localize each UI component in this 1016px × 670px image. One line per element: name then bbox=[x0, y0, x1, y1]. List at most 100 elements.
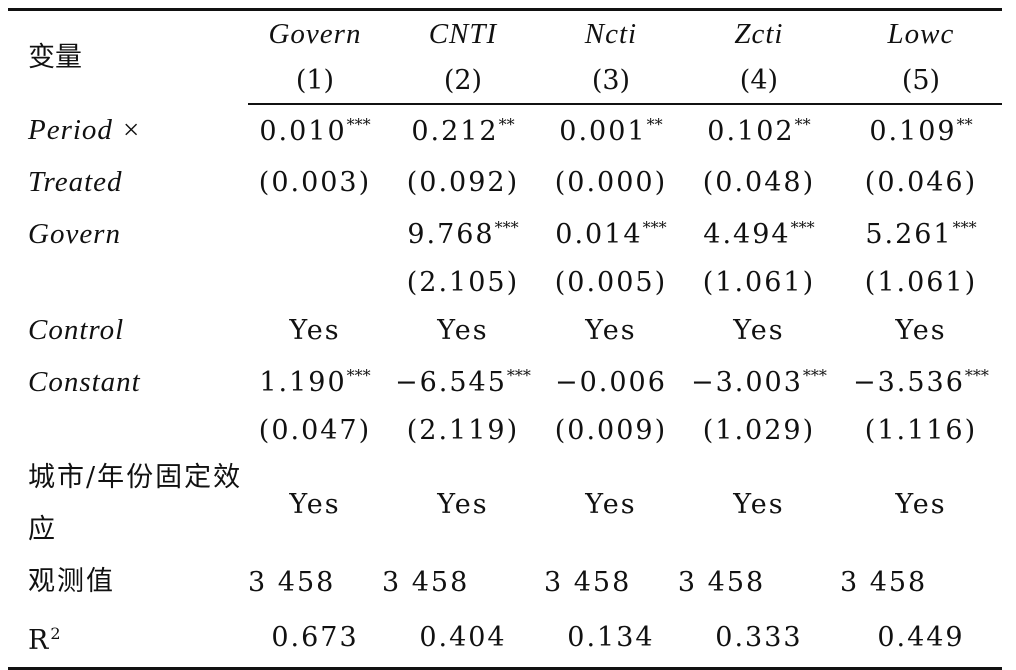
cell-value: Yes bbox=[895, 314, 947, 346]
cell-value: (0.009) bbox=[554, 414, 668, 446]
cell-value: (0.048) bbox=[702, 166, 816, 198]
significance-stars: *** bbox=[642, 218, 667, 237]
table-cell: (1.061) bbox=[678, 260, 840, 304]
header-label: 变量 bbox=[8, 8, 248, 104]
header-row: (1) (2) (3) (4) (5) bbox=[8, 57, 1002, 105]
table-row: Period × 0.010*** 0.212** 0.001** 0.102** 0.1… bbox=[8, 104, 1002, 156]
cell-value: 0.109 bbox=[869, 115, 957, 147]
cell-value: 4.494 bbox=[703, 219, 791, 250]
column-number: (2) bbox=[381, 57, 544, 105]
table-cell: Yes bbox=[544, 304, 678, 356]
table-cell: Yes bbox=[840, 304, 1002, 356]
cell-value: 0.001 bbox=[559, 115, 647, 147]
cell-value: −3.536 bbox=[853, 367, 965, 398]
table-cell: (0.048) bbox=[678, 156, 840, 208]
table-cell: 0.673 bbox=[248, 608, 382, 670]
cell-value: Yes bbox=[437, 314, 489, 346]
cell-value: 0.333 bbox=[715, 622, 803, 653]
cell-value: Yes bbox=[733, 488, 785, 520]
table-cell: (2.119) bbox=[382, 408, 544, 452]
cell-value: 0.212 bbox=[411, 115, 499, 147]
table-cell: 3 458 bbox=[840, 556, 1002, 608]
cell-value: 3 458 bbox=[839, 566, 928, 598]
cell-value: 3 458 bbox=[543, 566, 632, 598]
cell-value: 5.261 bbox=[865, 219, 953, 250]
cell-value: 0.010 bbox=[259, 115, 347, 147]
table-cell: Yes bbox=[678, 452, 840, 556]
cell-value: 0.673 bbox=[271, 622, 359, 653]
cell-value: −6.545 bbox=[395, 367, 507, 398]
cell-value: 0.449 bbox=[877, 622, 965, 653]
table-cell bbox=[248, 208, 382, 260]
table-cell: Yes bbox=[382, 452, 544, 556]
table-cell: 0.212** bbox=[382, 104, 544, 156]
column-number: (1) bbox=[248, 57, 382, 105]
table-cell: 0.134 bbox=[543, 608, 678, 670]
table-row: 城市/年份固定效应 Yes Yes Yes Yes Yes bbox=[8, 452, 1002, 556]
table-cell: (0.046) bbox=[840, 156, 1002, 208]
table-cell: Yes bbox=[248, 452, 382, 556]
row-label: Period × bbox=[28, 114, 142, 146]
row-label bbox=[8, 260, 248, 304]
column-number: (5) bbox=[839, 57, 1002, 105]
table-cell: 3 458 bbox=[382, 556, 544, 608]
significance-stars: *** bbox=[964, 366, 989, 385]
significance-stars: *** bbox=[494, 218, 519, 237]
table-cell: 0.333 bbox=[677, 608, 840, 670]
cell-value: (1.116) bbox=[864, 414, 978, 446]
table-row: (0.047) (2.119) (0.009) (1.029) (1.116) bbox=[8, 408, 1002, 452]
table-cell: Yes bbox=[840, 452, 1002, 556]
cell-value: 0.134 bbox=[567, 622, 655, 653]
significance-stars: ** bbox=[956, 114, 973, 134]
row-label: 城市/年份固定效应 bbox=[28, 462, 243, 545]
cell-value: 3 458 bbox=[677, 566, 766, 598]
table-cell: (0.005) bbox=[544, 260, 678, 304]
table-cell: Yes bbox=[382, 304, 544, 356]
table-cell: 0.109** bbox=[840, 104, 1002, 156]
table-row: Treated (0.003) (0.092) (0.000) (0.048) (0.04… bbox=[8, 156, 1002, 208]
cell-value: (1.061) bbox=[702, 266, 816, 298]
table-cell: (1.029) bbox=[678, 408, 840, 452]
cell-value: (0.047) bbox=[258, 414, 372, 446]
table-cell: 0.010*** bbox=[248, 104, 382, 156]
cell-value: 3 458 bbox=[381, 566, 470, 598]
significance-stars: ** bbox=[646, 114, 663, 134]
cell-value: (0.046) bbox=[864, 166, 978, 198]
table-cell: (0.047) bbox=[248, 408, 382, 452]
cell-value: 0.404 bbox=[419, 622, 507, 653]
significance-stars: *** bbox=[506, 366, 531, 385]
table-row: Govern 9.768*** 0.014*** 4.494*** 5.261*** bbox=[8, 208, 1002, 260]
table-cell: −6.545*** bbox=[382, 356, 544, 408]
cell-value: Yes bbox=[895, 488, 947, 520]
table-cell: 5.261*** bbox=[840, 208, 1002, 260]
cell-value: (0.005) bbox=[554, 266, 668, 298]
header-row: 变量 Govern CNTI Ncti Zcti Lowc bbox=[8, 8, 1002, 104]
column-name: Govern bbox=[248, 8, 382, 57]
table-cell: 3 458 bbox=[544, 556, 678, 608]
table-cell: (0.092) bbox=[382, 156, 544, 208]
table-cell: (0.000) bbox=[544, 156, 678, 208]
table-cell: (1.116) bbox=[840, 408, 1002, 452]
cell-value: −0.006 bbox=[554, 366, 667, 398]
cell-value: (0.003) bbox=[258, 166, 372, 198]
cell-value: (1.029) bbox=[702, 414, 816, 446]
table-cell: Yes bbox=[248, 304, 382, 356]
column-name: CNTI bbox=[381, 8, 544, 57]
table-cell: 0.014*** bbox=[544, 208, 678, 260]
table-header: 变量 Govern CNTI Ncti Zcti Lowc (1) (2) (3) (4) (5… bbox=[8, 8, 1002, 105]
row-label: Constant bbox=[28, 366, 141, 398]
table-cell: 0.404 bbox=[381, 608, 544, 670]
cell-value: −3.003 bbox=[690, 367, 803, 398]
table-cell: 3 458 bbox=[678, 556, 840, 608]
cell-value: 0.102 bbox=[707, 115, 795, 147]
table-row: Constant 1.190*** −6.545*** −0.006 −3.003***… bbox=[8, 356, 1002, 408]
cell-value: Yes bbox=[437, 488, 489, 520]
table-row: (2.105) (0.005) (1.061) (1.061) bbox=[8, 260, 1002, 304]
column-name: Ncti bbox=[543, 8, 678, 57]
table-cell: (0.009) bbox=[544, 408, 678, 452]
table-row: R2 0.673 0.404 0.134 0.333 0.449 bbox=[8, 608, 1002, 670]
table-cell: (2.105) bbox=[382, 260, 544, 304]
page: 变量 Govern CNTI Ncti Zcti Lowc (1) (2) (3) (4) (5… bbox=[8, 8, 1002, 670]
significance-stars: ** bbox=[498, 114, 515, 134]
table-cell: Yes bbox=[544, 452, 678, 556]
